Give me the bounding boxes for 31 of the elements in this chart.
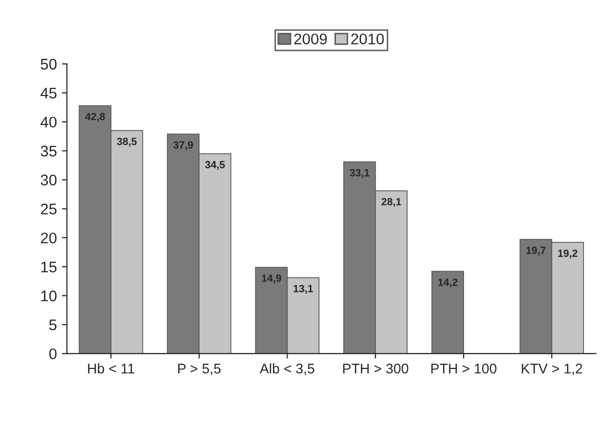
y-tick-label: 45 [40,88,57,99]
data-label: 42,8 [85,112,105,122]
legend-label: 2009 [294,34,327,44]
data-label: 14,9 [262,274,282,284]
x-tick-label: Alb < 3,5 [260,363,314,376]
y-tick-label: 5 [49,320,57,330]
y-tick-label: 25 [40,204,57,214]
data-label: 28,1 [382,198,402,207]
data-label: 13,1 [294,284,313,294]
x-tick-label: PTH > 100 [431,364,496,374]
data-label: 37,9 [173,141,194,150]
y-tick-label: 10 [41,290,57,302]
x-tick-label: PTH > 300 [343,364,408,374]
y-tick-label: 15 [41,262,57,272]
x-tick-label: Hb < 11 [88,363,134,374]
data-label: 33,1 [350,169,370,178]
y-tick-label: 30 [40,174,57,186]
y-tick-label: 50 [40,58,57,70]
x-tick-label: KTV > 1,2 [522,364,582,376]
legend-label: 2010 [351,34,384,44]
x-tick-label: P > 5,5 [178,364,221,376]
y-tick-label: 20 [40,232,57,244]
data-label: 34,5 [205,160,225,170]
y-tick-label: 35 [40,146,57,156]
data-label: 14,2 [438,278,458,288]
bar [431,270,464,354]
data-label: 19,7 [526,246,546,256]
y-tick-label: 0 [49,348,57,360]
data-label: 19,2 [558,250,578,258]
data-label: 38,5 [116,138,137,147]
y-tick-label: 40 [40,116,57,128]
